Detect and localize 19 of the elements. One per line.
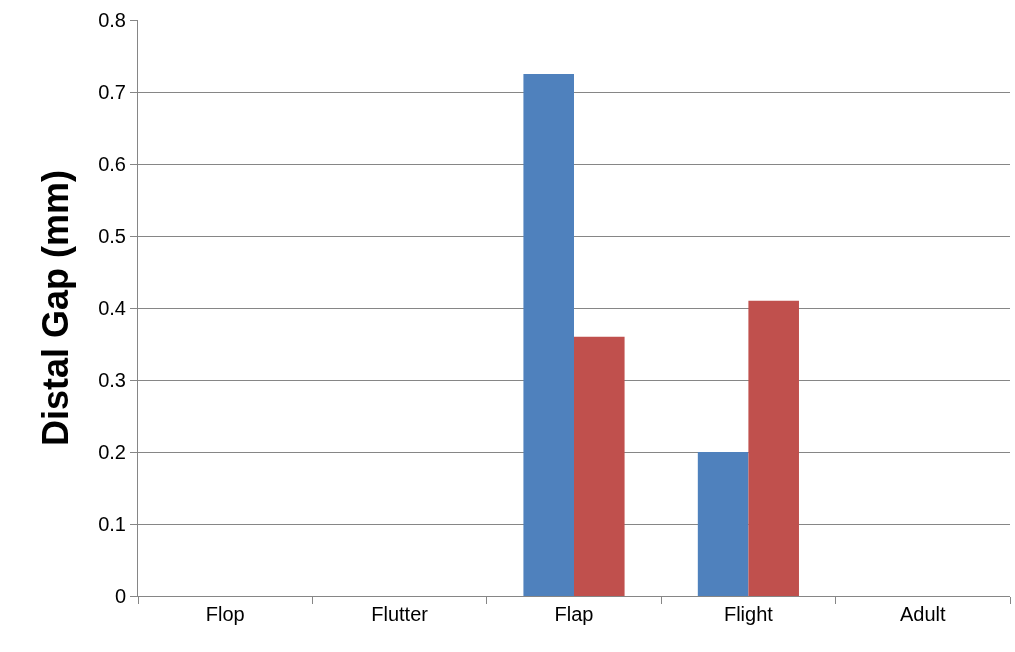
bar <box>748 300 799 596</box>
y-tick-label: 0.7 <box>98 81 126 103</box>
bar <box>574 336 625 596</box>
bar <box>523 74 574 596</box>
y-tick-label: 0.8 <box>98 9 126 31</box>
y-tick-label: 0 <box>114 585 126 607</box>
y-tick-label: 0.4 <box>98 297 126 319</box>
x-tick-label: Flutter <box>371 603 429 625</box>
y-tick-label: 0.3 <box>98 369 126 391</box>
bar <box>697 452 749 596</box>
y-tick-label: 0.1 <box>98 513 126 535</box>
y-tick-label: 0.5 <box>98 225 126 247</box>
x-tick-label: Flap <box>554 603 594 625</box>
x-tick-label: Flop <box>205 603 245 625</box>
x-tick-label: Adult <box>900 603 947 625</box>
y-tick-label: 0.6 <box>98 153 126 175</box>
y-tick-label: 0.2 <box>98 441 126 463</box>
x-tick-label: Flight <box>723 603 774 625</box>
y-axis-title: Distal Gap (mm) <box>35 169 77 447</box>
